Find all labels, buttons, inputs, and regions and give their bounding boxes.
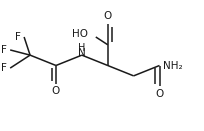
Text: F: F — [15, 32, 21, 42]
Text: N: N — [78, 48, 86, 58]
Text: F: F — [1, 63, 7, 73]
Text: H: H — [78, 43, 85, 53]
Text: O: O — [155, 89, 164, 99]
Text: O: O — [52, 86, 60, 96]
Text: NH₂: NH₂ — [163, 61, 183, 70]
Text: HO: HO — [72, 29, 88, 39]
Text: F: F — [1, 45, 7, 55]
Text: O: O — [104, 11, 112, 21]
